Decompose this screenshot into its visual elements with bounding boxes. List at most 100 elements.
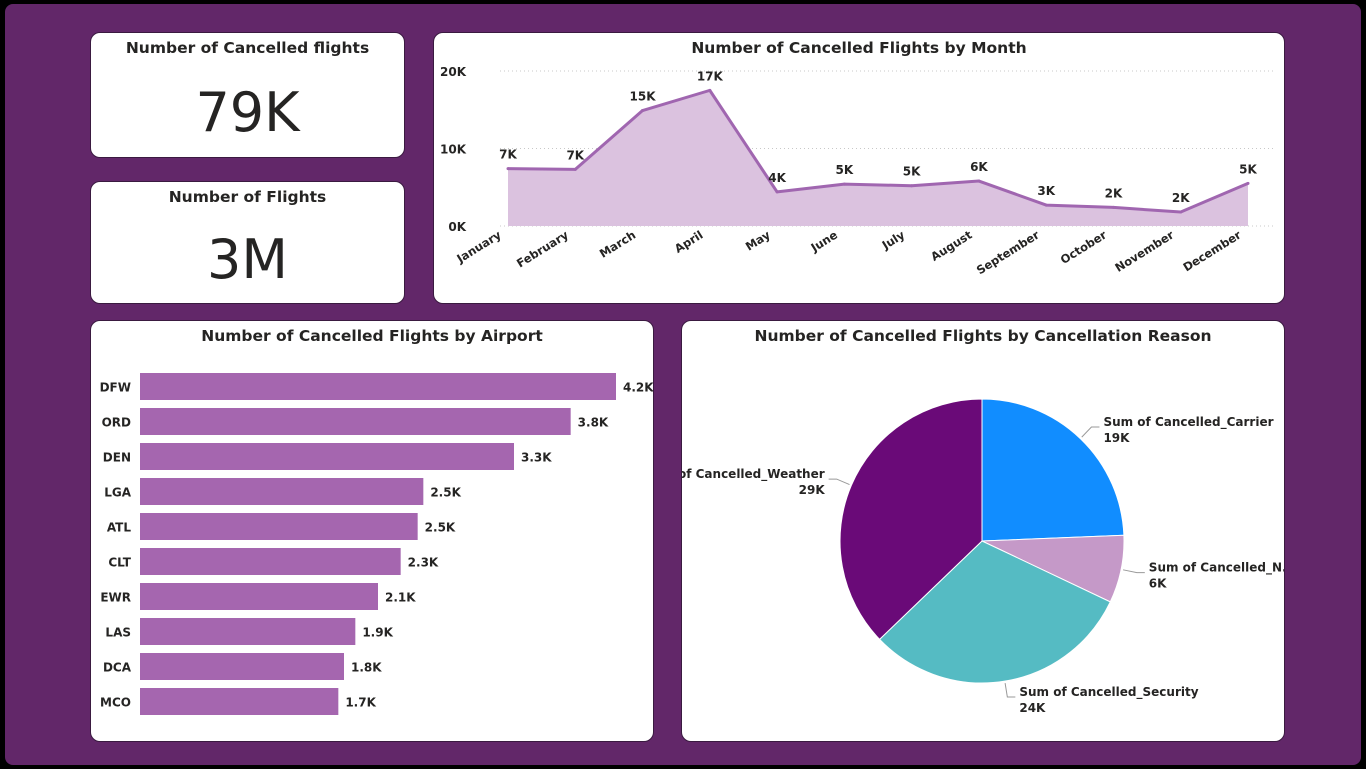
bar	[140, 373, 616, 400]
category-label: CLT	[108, 556, 131, 570]
category-label: LGA	[104, 486, 131, 500]
data-label: 2.5K	[425, 521, 456, 535]
leader-line	[1081, 426, 1100, 438]
data-label: 1.9K	[362, 626, 393, 640]
airport-bar-chart: DFW 4.2K ORD 3.8K DEN 3.3K LGA 2.5K ATL 2.5K CLT 2.…	[100, 373, 653, 715]
data-label: 4.2K	[623, 381, 653, 395]
data-label: 3K	[1037, 184, 1055, 198]
leader-line	[1004, 683, 1016, 698]
pie-slice	[981, 398, 1125, 542]
bar	[140, 618, 356, 645]
data-label: 4K	[768, 171, 786, 185]
y-tick-label: 10K	[440, 143, 467, 157]
x-tick-label: February	[514, 227, 571, 270]
x-tick-label: July	[879, 227, 908, 252]
x-tick-label: December	[1180, 228, 1243, 275]
x-tick-label: October	[1058, 228, 1110, 267]
bar	[140, 443, 514, 470]
data-label: 17K	[697, 69, 724, 83]
kpi-title: Number of Cancelled flights	[125, 39, 370, 57]
pie-slice	[878, 540, 1111, 684]
slice-name-label: Sum of Cancelled_Security	[1019, 685, 1198, 700]
category-label: DEN	[103, 451, 131, 465]
data-label: 5K	[836, 163, 854, 177]
data-point	[842, 182, 846, 186]
data-point	[573, 167, 577, 171]
data-point	[910, 184, 914, 188]
bar	[140, 408, 571, 435]
data-label: 3.3K	[521, 451, 552, 465]
data-label: 6K	[970, 160, 988, 174]
slice-name-label: Sum of Cancelled_Carrier	[1103, 415, 1273, 430]
chart-title: Number of Cancelled Flights by Month	[691, 39, 1027, 57]
kpi-card-cancelled-flights[interactable]: Number of Cancelled flights 79K	[90, 32, 405, 158]
data-label: 1.8K	[351, 661, 382, 675]
data-label: 2.3K	[408, 556, 439, 570]
leader-line	[828, 478, 850, 486]
category-label: MCO	[100, 696, 131, 710]
data-point	[641, 109, 645, 113]
data-label: 5K	[903, 165, 921, 179]
slice-value-label: 19K	[1103, 431, 1130, 445]
x-tick-label: November	[1112, 228, 1176, 275]
kpi-card-number-of-flights[interactable]: Number of Flights 3M	[90, 181, 405, 304]
category-label: EWR	[100, 591, 131, 605]
chart-card-by-reason[interactable]: Number of Cancelled Flights by Cancellat…	[681, 320, 1285, 742]
bar	[140, 513, 418, 540]
category-label: ORD	[102, 416, 131, 430]
x-tick-label: April	[672, 228, 705, 256]
category-label: ATL	[107, 521, 132, 535]
data-label: 15K	[630, 90, 657, 104]
slice-name-label: Sum of Cancelled_N...	[1149, 561, 1284, 576]
bar	[140, 548, 401, 575]
slice-value-label: 24K	[1019, 701, 1046, 715]
data-point	[775, 190, 779, 194]
bar	[140, 583, 378, 610]
data-label: 2.1K	[385, 591, 416, 605]
category-label: DFW	[100, 381, 131, 395]
chart-card-by-month[interactable]: Number of Cancelled Flights by Month 0K 1…	[433, 32, 1285, 304]
category-label: DCA	[103, 661, 132, 675]
data-label: 5K	[1239, 162, 1257, 176]
data-point	[506, 167, 510, 171]
slice-value-label: 29K	[799, 483, 826, 497]
category-label: LAS	[105, 626, 131, 640]
series-line	[507, 88, 1249, 214]
data-point	[708, 88, 712, 92]
bar	[140, 688, 339, 715]
x-tick-label: August	[928, 227, 975, 263]
data-label: 2K	[1105, 186, 1123, 200]
x-tick-label: May	[743, 227, 773, 253]
slice-value-label: 6K	[1149, 577, 1167, 591]
kpi-value: 79K	[195, 81, 300, 144]
area-fill	[508, 90, 1248, 226]
y-tick-label: 0K	[448, 220, 466, 234]
data-point	[1111, 205, 1115, 209]
data-label: 7K	[566, 148, 584, 162]
x-tick-label: September	[974, 227, 1042, 277]
bar	[140, 478, 424, 505]
x-tick-label: March	[597, 228, 638, 261]
month-area-chart: 0K10K20K7KJanuary7KFebruary15KMarch17KAp…	[440, 65, 1276, 277]
data-point	[1044, 203, 1048, 207]
chart-title: Number of Cancelled Flights by Airport	[201, 327, 543, 345]
leader-line	[1122, 569, 1145, 574]
x-tick-label: June	[808, 228, 841, 256]
data-label: 1.7K	[345, 696, 376, 710]
data-point	[977, 179, 981, 183]
pie-slice	[839, 398, 983, 641]
bar	[140, 653, 344, 680]
kpi-title: Number of Flights	[168, 188, 327, 206]
data-label: 7K	[499, 148, 517, 162]
data-label: 2K	[1172, 191, 1190, 205]
data-point	[1179, 210, 1183, 214]
data-point	[1246, 181, 1250, 185]
chart-title: Number of Cancelled Flights by Cancellat…	[754, 327, 1212, 345]
y-tick-label: 20K	[440, 65, 467, 79]
dashboard-canvas: Number of Cancelled flights 79K Number o…	[5, 4, 1361, 765]
slice-name-label: Sum of Cancelled_Weather	[682, 467, 825, 482]
chart-card-by-airport[interactable]: Number of Cancelled Flights by Airport D…	[90, 320, 654, 742]
kpi-value: 3M	[207, 228, 288, 291]
data-label: 2.5K	[430, 486, 461, 500]
